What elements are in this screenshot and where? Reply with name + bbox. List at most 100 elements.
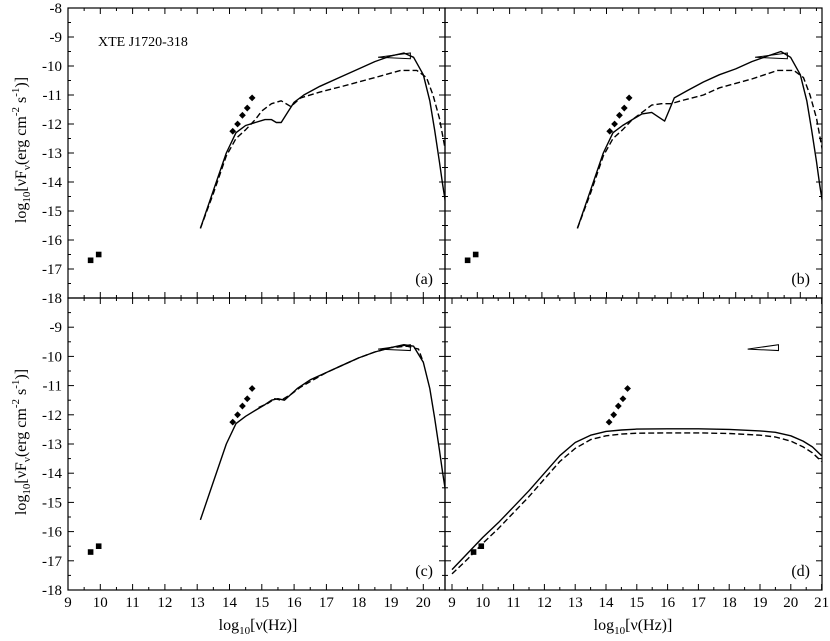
diamond-point — [234, 120, 241, 128]
square-point — [470, 549, 477, 555]
y-tick-label: -12 — [42, 408, 62, 424]
diamond-point — [243, 395, 251, 403]
diamond-point — [624, 385, 631, 392]
diamond-point — [611, 120, 618, 128]
diamond-point — [229, 127, 237, 135]
square-point — [472, 251, 479, 258]
panel-frame — [67, 7, 446, 299]
x-tick-label: 14 — [222, 595, 238, 611]
x-tick-label: 18 — [722, 595, 737, 611]
y-tick-label: -15 — [42, 204, 62, 220]
diamond-point — [614, 402, 622, 410]
x-tick-label: 12 — [157, 595, 172, 611]
square-point — [95, 251, 102, 258]
y-tick-label: -14 — [42, 466, 62, 482]
panel-a: -18 -17 -16 -15 -14 -13 -12 -11 -10 -9 -8 (a) XTE J1… — [42, 1, 446, 307]
panel-label: (d) — [791, 563, 810, 580]
panel-frame — [444, 297, 823, 591]
plot-area — [464, 50, 822, 264]
y-tick-label: -18 — [42, 583, 62, 599]
y-tick-label: -12 — [42, 117, 62, 133]
diamond-point — [248, 385, 256, 392]
x-tick-label: 19 — [384, 595, 399, 611]
square-point — [464, 257, 471, 264]
diamond-point — [606, 127, 614, 135]
series-solid-line — [199, 52, 445, 229]
x-tick-label: 19 — [753, 595, 768, 611]
series-solid-line — [576, 50, 822, 229]
y-axis-label-top: log10[νFν(erg cm-2 s-1)] — [10, 77, 33, 223]
x-tick-label: 10 — [93, 595, 108, 611]
panel-title: XTE J1720-318 — [98, 35, 188, 50]
x-tick-label: 16 — [287, 595, 303, 611]
series-dashed-line — [258, 345, 424, 409]
y-tick-label: -11 — [43, 379, 62, 395]
diamond-point — [605, 418, 613, 426]
square-point — [478, 543, 485, 549]
y-tick-label: -14 — [42, 175, 62, 191]
series-dashed-line — [199, 69, 445, 229]
panel-b: (b) — [444, 7, 823, 299]
x-tick-label: 14 — [599, 595, 615, 611]
diamond-point — [239, 402, 246, 410]
panel-c: -18 -17 -16 -15 -14 -13 -12 -11 -10 -9 9 10 11 12 13 14… — [42, 297, 446, 611]
bowtie-marker — [747, 344, 779, 352]
square-point — [95, 543, 102, 549]
diamond-point — [616, 111, 623, 119]
x-tick-label: 9 — [448, 595, 456, 611]
x-tick-label: 17 — [319, 595, 335, 611]
x-tick-label: 13 — [190, 595, 205, 611]
x-tick-label: 17 — [691, 595, 707, 611]
diamond-point — [229, 418, 237, 426]
plot-area — [87, 344, 445, 555]
bowtie-marker — [755, 52, 788, 60]
panel-label: (a) — [415, 271, 433, 288]
square-point — [87, 257, 94, 264]
y-tick-label: -18 — [42, 291, 62, 307]
plot-area — [87, 52, 445, 264]
plot-area — [451, 344, 822, 575]
panel-frame — [444, 7, 823, 299]
y-tick-label: -10 — [42, 349, 62, 365]
x-tick-label: 21 — [814, 595, 829, 611]
y-tick-label: -10 — [42, 59, 62, 75]
square-point — [87, 549, 94, 555]
bowtie-marker — [378, 52, 411, 60]
diamond-point — [610, 411, 618, 419]
y-tick-label: -9 — [50, 320, 63, 336]
series-solid-line — [199, 344, 445, 521]
diamond-point — [239, 111, 246, 119]
x-tick-label: 15 — [629, 595, 644, 611]
y-tick-label: -15 — [42, 495, 62, 511]
x-tick-label: 18 — [351, 595, 366, 611]
diamond-point — [234, 411, 241, 419]
x-tick-label: 10 — [475, 595, 490, 611]
diamond-point — [248, 94, 256, 102]
y-tick-label: -11 — [43, 88, 62, 104]
y-tick-label: -13 — [42, 437, 62, 453]
diamond-point — [619, 395, 627, 403]
panel-label: (b) — [791, 271, 810, 288]
bowtie-marker — [378, 344, 411, 352]
y-tick-label: -16 — [42, 525, 62, 541]
x-tick-label: 9 — [64, 595, 72, 611]
x-tick-label: 13 — [568, 595, 583, 611]
panel-frame — [67, 297, 446, 591]
y-axis-label-bottom: log10[νFν(erg cm-2 s-1)] — [10, 369, 33, 515]
panels-group: -18 -17 -16 -15 -14 -13 -12 -11 -10 -9 -8 (a) XTE J1… — [42, 1, 829, 611]
x-tick-label: 11 — [125, 595, 139, 611]
x-tick-label: 20 — [783, 595, 798, 611]
y-tick-label: -16 — [42, 233, 62, 249]
y-tick-label: -17 — [42, 554, 62, 570]
y-tick-label: -13 — [42, 146, 62, 162]
x-axis-label-left: log10[ν(Hz)] — [219, 617, 298, 637]
y-tick-label: -17 — [42, 262, 62, 278]
x-axis-label-right: log10[ν(Hz)] — [594, 617, 673, 637]
x-tick-label: 20 — [416, 595, 431, 611]
x-tick-label: 16 — [660, 595, 676, 611]
x-tick-label: 11 — [506, 595, 520, 611]
y-tick-label: -8 — [50, 1, 63, 17]
diamond-point — [620, 104, 628, 112]
series-dashed-line — [451, 432, 822, 575]
